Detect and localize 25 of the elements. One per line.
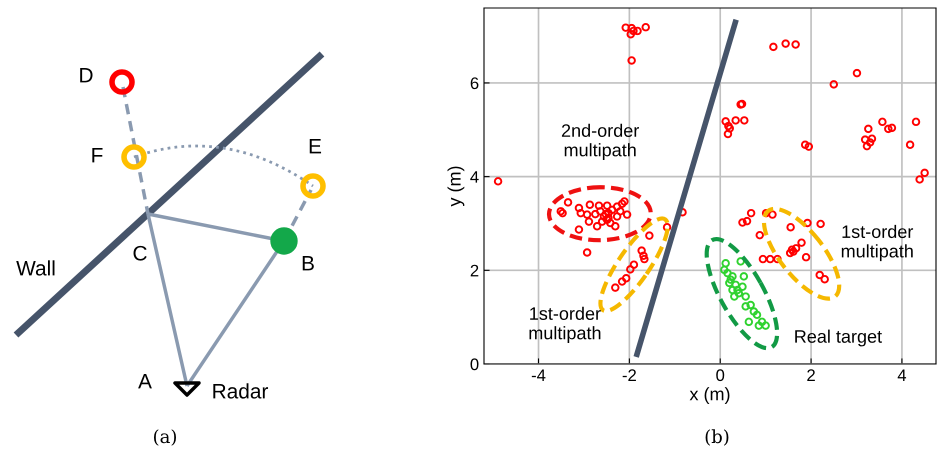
x-tick-label: -4: [532, 369, 546, 381]
y-tick-label: 6: [470, 77, 478, 90]
x-axis-title: x (m): [690, 387, 730, 404]
annotation: 1st-order multipath: [529, 306, 601, 343]
y-tick-label: 0: [470, 358, 478, 370]
text: Wall: [16, 260, 54, 276]
y-tick-label: 4: [470, 171, 479, 183]
text: Radar: [213, 383, 268, 399]
text: D: [80, 68, 93, 82]
text: F: [92, 148, 103, 162]
text: B: [302, 256, 314, 270]
x-tick-label: -2: [622, 369, 636, 381]
x-tick-label: 2: [807, 369, 815, 381]
annotation: 2nd-order multipath: [562, 124, 640, 160]
y-tick-label: 2: [470, 264, 478, 276]
annotation: Real target: [795, 330, 882, 346]
text: C: [134, 246, 147, 261]
text: E: [310, 139, 322, 154]
annotation: 1st-order multipath: [842, 224, 914, 262]
text: A: [138, 374, 152, 388]
x-tick-label: 0: [716, 369, 724, 382]
text: (b): [706, 429, 728, 446]
y-axis-title: y (m): [447, 166, 464, 207]
x-tick-label: 4: [898, 369, 906, 381]
text: (a): [154, 429, 176, 446]
